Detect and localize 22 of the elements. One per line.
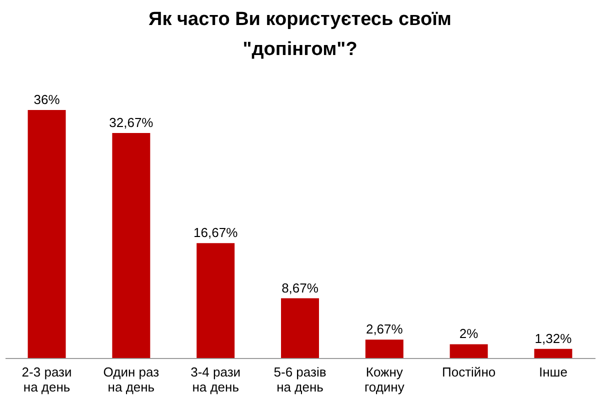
bar bbox=[196, 243, 235, 358]
data-label: 2,67% bbox=[366, 322, 404, 337]
data-label: 1,32% bbox=[534, 330, 572, 346]
data-label: 36% bbox=[34, 92, 60, 107]
x-tick-label: 5-6 разів на день bbox=[274, 364, 326, 394]
bar bbox=[112, 132, 150, 358]
data-label: 16,67% bbox=[194, 225, 238, 240]
x-tick-label: Постійно bbox=[442, 364, 496, 380]
x-tick-label: 3-4 рази на день bbox=[190, 364, 241, 394]
bar bbox=[28, 110, 66, 358]
x-tick-label: 2-3 рази на день bbox=[22, 364, 72, 394]
bar bbox=[281, 298, 319, 358]
data-label: 32,67% bbox=[109, 114, 154, 130]
x-tick-label: Один раз на день bbox=[103, 364, 160, 394]
data-label: 2% bbox=[459, 326, 479, 342]
x-tick-label: Інше bbox=[538, 364, 568, 380]
data-label: 8,67% bbox=[282, 280, 319, 296]
x-tick-label: Кожну годину bbox=[364, 364, 405, 394]
chart-title: Як часто Ви користуєтесь своїм "допінгом"? bbox=[148, 9, 452, 60]
bar bbox=[534, 348, 572, 358]
bar bbox=[450, 344, 488, 358]
bar bbox=[365, 340, 404, 358]
